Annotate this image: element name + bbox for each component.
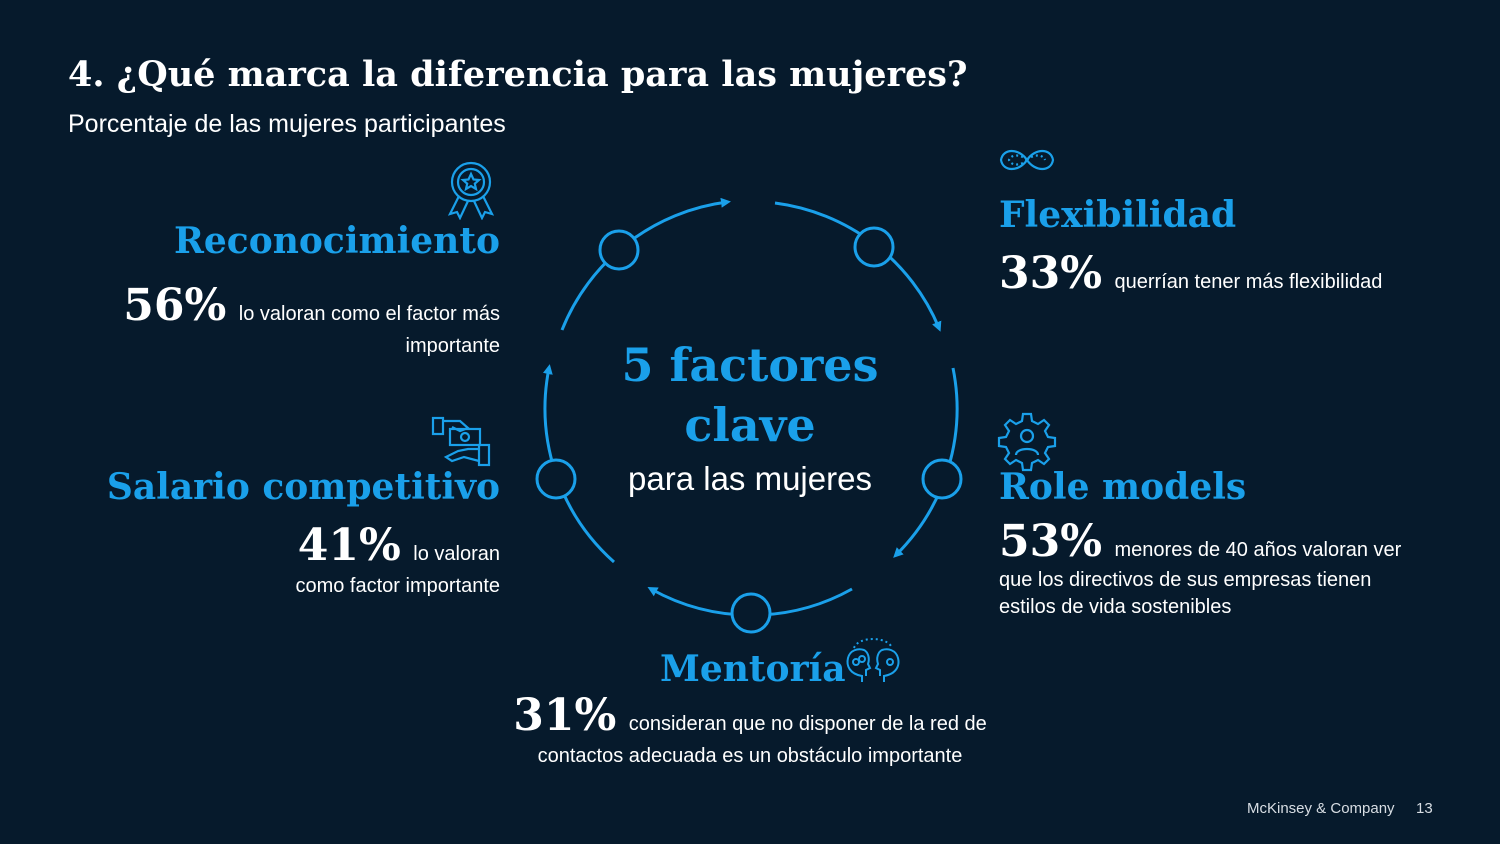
factor-mentoria: 31% consideran que no disponer de la red… [470, 690, 1030, 772]
factor-desc-role-models-2: que los directivos de sus empresas tiene… [999, 569, 1372, 591]
cycle-node [535, 458, 577, 500]
page-title: 4. ¿Qué marca la diferencia para las muj… [68, 54, 968, 95]
factor-pct-salario: 41% [297, 520, 401, 571]
hand-money-icon [431, 416, 491, 467]
center-heading-line2: clave [684, 398, 816, 452]
page-subtitle: Porcentaje de las mujeres participantes [68, 110, 506, 138]
factor-desc-salario-2: como factor importante [295, 575, 500, 597]
factor-desc-salario-1: lo valoran [413, 543, 500, 565]
footer-company: McKinsey & Company [1247, 800, 1395, 817]
cycle-diagram [535, 197, 963, 634]
factor-desc-flexibilidad-1: querrían tener más flexibilidad [1114, 271, 1383, 293]
center-heading-line1: 5 factores [621, 338, 879, 392]
factor-pct-role-models: 53% [999, 516, 1103, 567]
factor-pct-reconocimiento: 56% [123, 280, 227, 331]
cycle-node [598, 229, 640, 271]
cycle-arc [774, 201, 942, 332]
gear-person-icon [997, 412, 1057, 472]
factor-name-reconocimiento: Reconocimiento [173, 220, 500, 262]
factor-desc-mentoria-2: contactos adecuada es un obstáculo impor… [537, 745, 963, 767]
factor-pct-flexibilidad: 33% [999, 248, 1103, 299]
page-number: 13 [1416, 800, 1433, 817]
factor-desc-role-models-1: menores de 40 años valoran ver [1114, 539, 1402, 561]
center-caption: para las mujeres [628, 460, 872, 497]
factor-desc-reconocimiento-2: importante [405, 335, 501, 357]
award-ribbon-icon [447, 161, 495, 220]
cycle-node [730, 592, 772, 634]
factor-desc-reconocimiento-1: lo valoran como el factor más [238, 303, 500, 325]
factor-desc-role-models-3: estilos de vida sostenibles [999, 596, 1232, 618]
factor-salario: 41% lo valoran como factor importante [80, 520, 500, 602]
factor-reconocimiento: 56% lo valoran como el factor más import… [80, 280, 500, 362]
factor-pct-mentoria: 31% [513, 690, 617, 741]
infinity-loop-icon [999, 149, 1055, 171]
factor-role-models: 53% menores de 40 años valoran ver que l… [999, 516, 1459, 621]
factor-name-salario: Salario competitivo [106, 466, 500, 508]
factor-flexibilidad: 33% querrían tener más flexibilidad [999, 248, 1439, 299]
factor-name-flexibilidad: Flexibilidad [999, 194, 1237, 236]
heads-connection-icon [846, 638, 900, 682]
factor-desc-mentoria-1: consideran que no disponer de la red de [628, 713, 987, 735]
cycle-arc [560, 197, 731, 331]
factor-name-mentoria: Mentoría [660, 648, 846, 690]
factor-name-role-models: Role models [999, 466, 1247, 508]
cycle-node [921, 458, 963, 500]
cycle-node [853, 226, 895, 268]
